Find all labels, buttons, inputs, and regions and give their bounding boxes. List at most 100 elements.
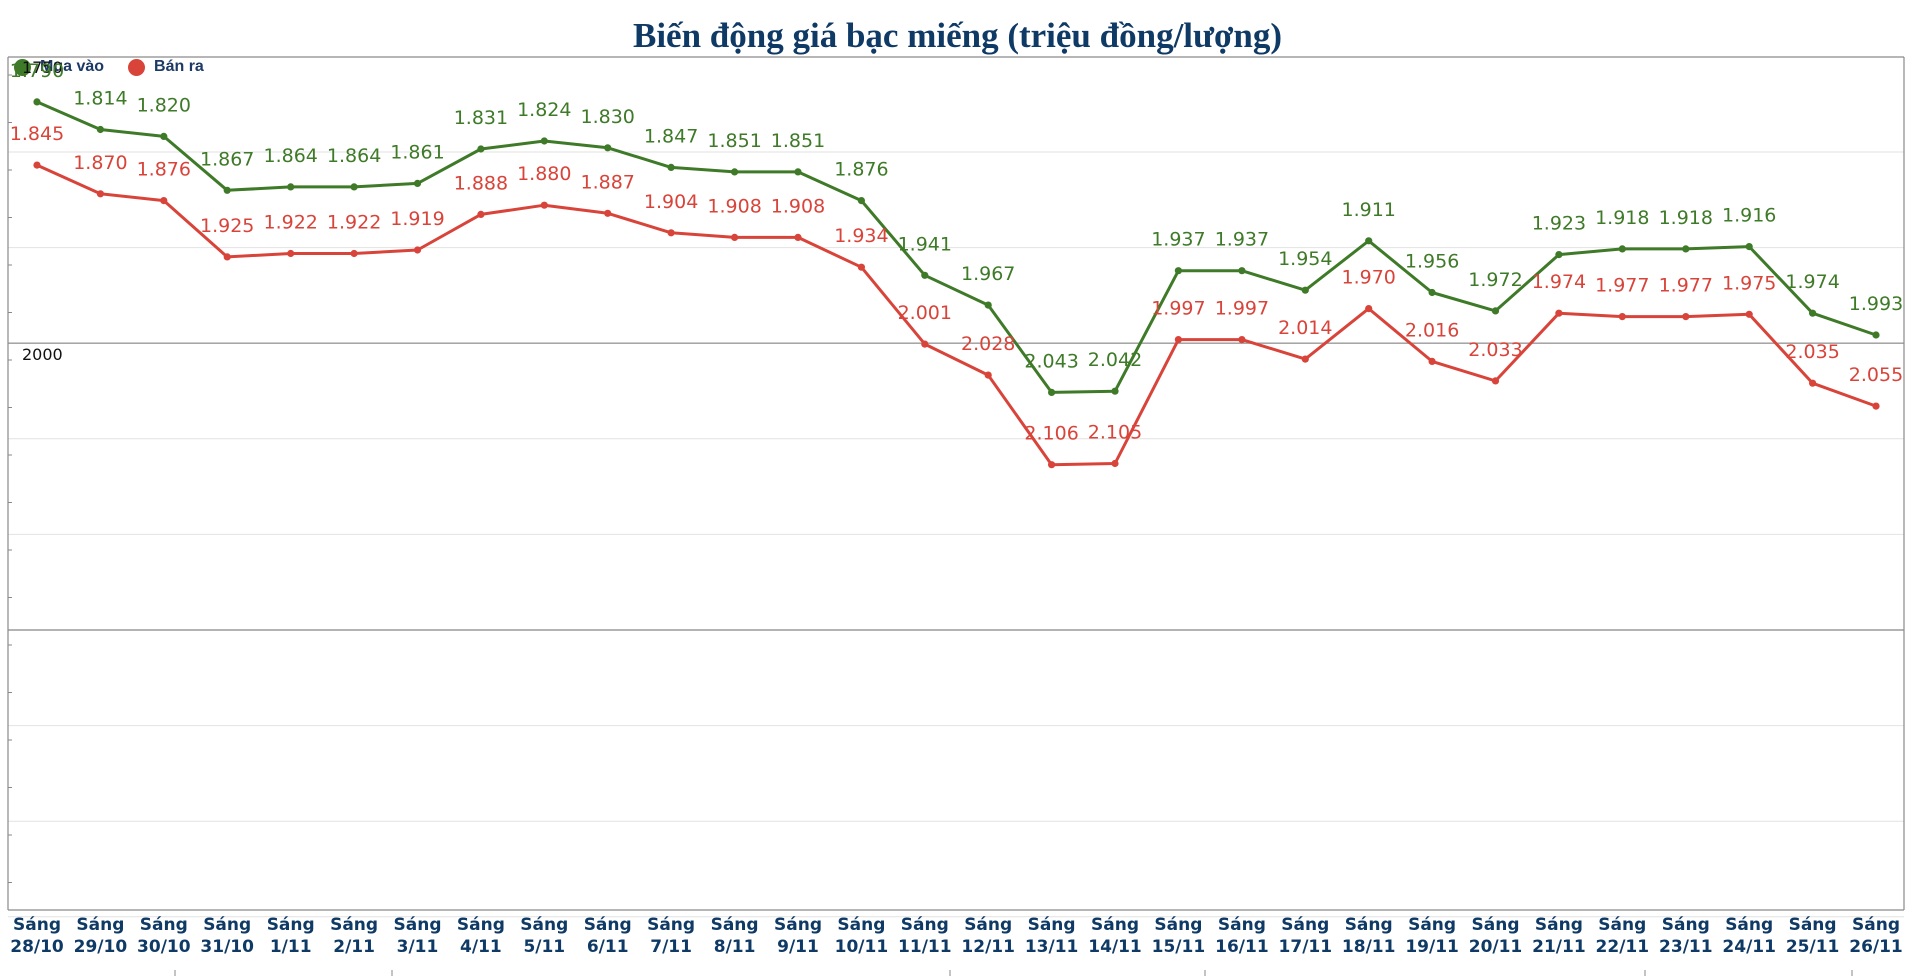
point-ban-ra[interactable] bbox=[1111, 459, 1119, 468]
point-ban-ra[interactable] bbox=[1048, 461, 1056, 469]
point-mua-vao[interactable] bbox=[540, 137, 548, 145]
point-mua-vao[interactable] bbox=[1491, 307, 1500, 315]
point-ban-ra[interactable] bbox=[731, 233, 739, 241]
point-ban-ra[interactable] bbox=[1809, 379, 1817, 387]
point-ban-ra[interactable] bbox=[413, 246, 422, 254]
point-mua-vao[interactable] bbox=[1238, 267, 1246, 275]
point-mua-vao[interactable] bbox=[287, 183, 295, 191]
data-label-mua-vao: 1.851 bbox=[771, 130, 825, 152]
data-label-mua-vao: 1.867 bbox=[200, 148, 254, 170]
data-label-mua-vao: 1.972 bbox=[1468, 269, 1522, 291]
point-mua-vao[interactable] bbox=[160, 132, 168, 140]
point-mua-vao[interactable] bbox=[1809, 309, 1817, 317]
x-tick-label: Sáng 10/11 bbox=[835, 915, 889, 957]
point-mua-vao[interactable] bbox=[1174, 267, 1182, 275]
point-mua-vao[interactable] bbox=[350, 183, 358, 191]
point-mua-vao[interactable] bbox=[1301, 286, 1309, 294]
x-tick-label: Sáng 17/11 bbox=[1279, 915, 1333, 957]
point-ban-ra[interactable] bbox=[1555, 309, 1563, 317]
data-label-mua-vao: 1.847 bbox=[644, 125, 698, 147]
point-ban-ra[interactable] bbox=[1428, 357, 1436, 365]
x-tick-label: Sáng 30/10 bbox=[137, 915, 191, 957]
data-label-mua-vao: 2.043 bbox=[1024, 350, 1078, 372]
data-label-ban-ra: 1.876 bbox=[137, 159, 191, 181]
point-ban-ra[interactable] bbox=[1491, 377, 1500, 385]
data-label-ban-ra: 1.888 bbox=[454, 172, 508, 194]
point-ban-ra[interactable] bbox=[1745, 310, 1753, 318]
legend-item-ban-ra[interactable]: Bán ra bbox=[128, 58, 204, 76]
point-ban-ra[interactable] bbox=[540, 201, 548, 209]
data-label-ban-ra: 1.977 bbox=[1595, 275, 1649, 297]
point-mua-vao[interactable] bbox=[33, 98, 41, 106]
point-mua-vao[interactable] bbox=[413, 179, 422, 187]
point-mua-vao[interactable] bbox=[1618, 245, 1626, 253]
data-label-mua-vao: 1.824 bbox=[517, 99, 571, 121]
point-ban-ra[interactable] bbox=[477, 210, 485, 218]
x-tick-label: Sáng 14/11 bbox=[1088, 915, 1142, 957]
point-ban-ra[interactable] bbox=[921, 340, 929, 348]
point-mua-vao[interactable] bbox=[604, 144, 612, 152]
data-label-ban-ra: 1.919 bbox=[390, 208, 444, 230]
point-ban-ra[interactable] bbox=[794, 233, 802, 241]
series-line-ban-ra bbox=[35, 163, 1878, 467]
point-mua-vao[interactable] bbox=[794, 168, 802, 176]
data-label-ban-ra: 2.028 bbox=[961, 333, 1015, 355]
point-mua-vao[interactable] bbox=[1428, 288, 1436, 297]
data-label-ban-ra: 1.880 bbox=[517, 163, 571, 185]
point-mua-vao[interactable] bbox=[857, 197, 866, 205]
data-label-ban-ra: 2.035 bbox=[1785, 341, 1839, 363]
point-ban-ra[interactable] bbox=[96, 190, 104, 198]
point-ban-ra[interactable] bbox=[1872, 402, 1880, 410]
x-tick-label: Sáng 1/11 bbox=[267, 915, 315, 957]
point-mua-vao[interactable] bbox=[1111, 387, 1119, 395]
y-tick-label: 1750 bbox=[22, 58, 63, 77]
point-mua-vao[interactable] bbox=[921, 271, 929, 279]
series-line-mua-vao bbox=[35, 100, 1878, 394]
point-ban-ra[interactable] bbox=[667, 229, 675, 237]
x-tick-label: Sáng 12/11 bbox=[961, 915, 1015, 957]
point-mua-vao[interactable] bbox=[984, 301, 992, 309]
data-label-mua-vao: 1.937 bbox=[1215, 229, 1269, 251]
point-ban-ra[interactable] bbox=[223, 253, 231, 261]
x-tick-label: Sáng 3/11 bbox=[394, 915, 442, 957]
point-ban-ra[interactable] bbox=[604, 209, 612, 217]
point-ban-ra[interactable] bbox=[160, 197, 168, 205]
x-tick-label: Sáng 18/11 bbox=[1342, 915, 1396, 957]
point-ban-ra[interactable] bbox=[350, 249, 358, 258]
x-tick-label: Sáng 28/10 bbox=[10, 915, 64, 957]
data-label-ban-ra: 1.908 bbox=[771, 195, 825, 217]
point-ban-ra[interactable] bbox=[1238, 336, 1246, 344]
x-tick-label: Sáng 25/11 bbox=[1786, 915, 1840, 957]
point-ban-ra[interactable] bbox=[1301, 355, 1309, 363]
point-mua-vao[interactable] bbox=[1048, 388, 1056, 396]
legend-item-mua-vao[interactable]: Mua vào bbox=[14, 58, 104, 76]
data-label-ban-ra: 1.977 bbox=[1659, 275, 1713, 297]
point-mua-vao[interactable] bbox=[731, 168, 739, 176]
point-mua-vao[interactable] bbox=[1555, 251, 1563, 259]
data-label-ban-ra: 1.887 bbox=[580, 171, 634, 193]
data-label-mua-vao: 1.814 bbox=[73, 88, 127, 110]
point-mua-vao[interactable] bbox=[1745, 243, 1753, 251]
point-ban-ra[interactable] bbox=[33, 161, 41, 169]
data-labels: 1.790 1.814 1.820 1.867 1.864 1.864 1.861 1.831… bbox=[10, 60, 1903, 445]
plot-frame bbox=[7, 56, 1905, 911]
data-label-mua-vao: 1.993 bbox=[1849, 293, 1903, 315]
point-mua-vao[interactable] bbox=[1872, 331, 1880, 339]
point-mua-vao[interactable] bbox=[667, 163, 675, 171]
point-ban-ra[interactable] bbox=[857, 263, 866, 271]
point-mua-vao[interactable] bbox=[96, 125, 104, 134]
data-label-ban-ra: 2.014 bbox=[1278, 317, 1332, 339]
legend-marker-mua-vao bbox=[14, 58, 31, 76]
point-ban-ra[interactable] bbox=[1174, 336, 1182, 344]
data-label-ban-ra: 1.934 bbox=[834, 225, 888, 247]
point-mua-vao[interactable] bbox=[477, 145, 485, 153]
point-ban-ra[interactable] bbox=[1365, 305, 1373, 313]
point-ban-ra[interactable] bbox=[1618, 313, 1626, 321]
point-mua-vao[interactable] bbox=[223, 186, 231, 194]
point-ban-ra[interactable] bbox=[1682, 313, 1690, 321]
point-mua-vao[interactable] bbox=[1682, 245, 1690, 253]
point-ban-ra[interactable] bbox=[984, 371, 992, 379]
point-mua-vao[interactable] bbox=[1365, 237, 1373, 245]
point-ban-ra[interactable] bbox=[287, 249, 295, 258]
